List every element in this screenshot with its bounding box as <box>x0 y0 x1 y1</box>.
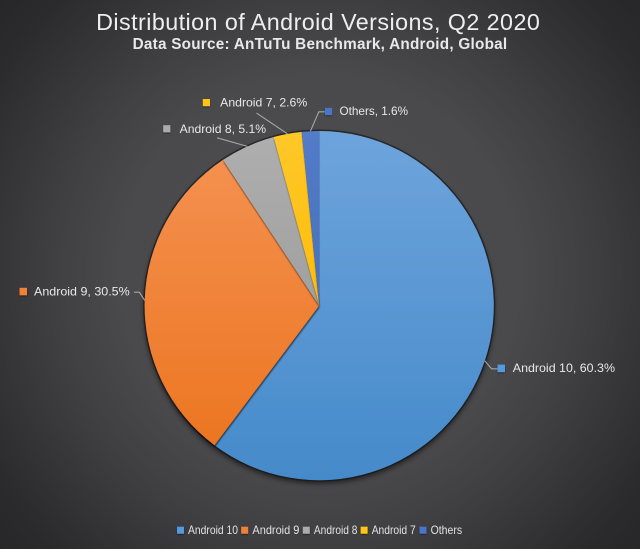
svg-text:Android 10, 60.3%: Android 10, 60.3% <box>513 361 616 375</box>
svg-text:Android 7: Android 7 <box>372 523 416 537</box>
svg-text:Android 9, 30.5%: Android 9, 30.5% <box>34 284 130 298</box>
svg-text:Android 10: Android 10 <box>188 523 238 537</box>
svg-text:Android 9: Android 9 <box>252 523 299 537</box>
svg-text:Others, 1.6%: Others, 1.6% <box>340 104 409 118</box>
svg-text:Android 8, 5.1%: Android 8, 5.1% <box>180 122 267 136</box>
svg-text:Android 7, 2.6%: Android 7, 2.6% <box>220 95 307 109</box>
svg-text:Android 8: Android 8 <box>314 523 358 537</box>
svg-text:Others: Others <box>431 523 463 537</box>
